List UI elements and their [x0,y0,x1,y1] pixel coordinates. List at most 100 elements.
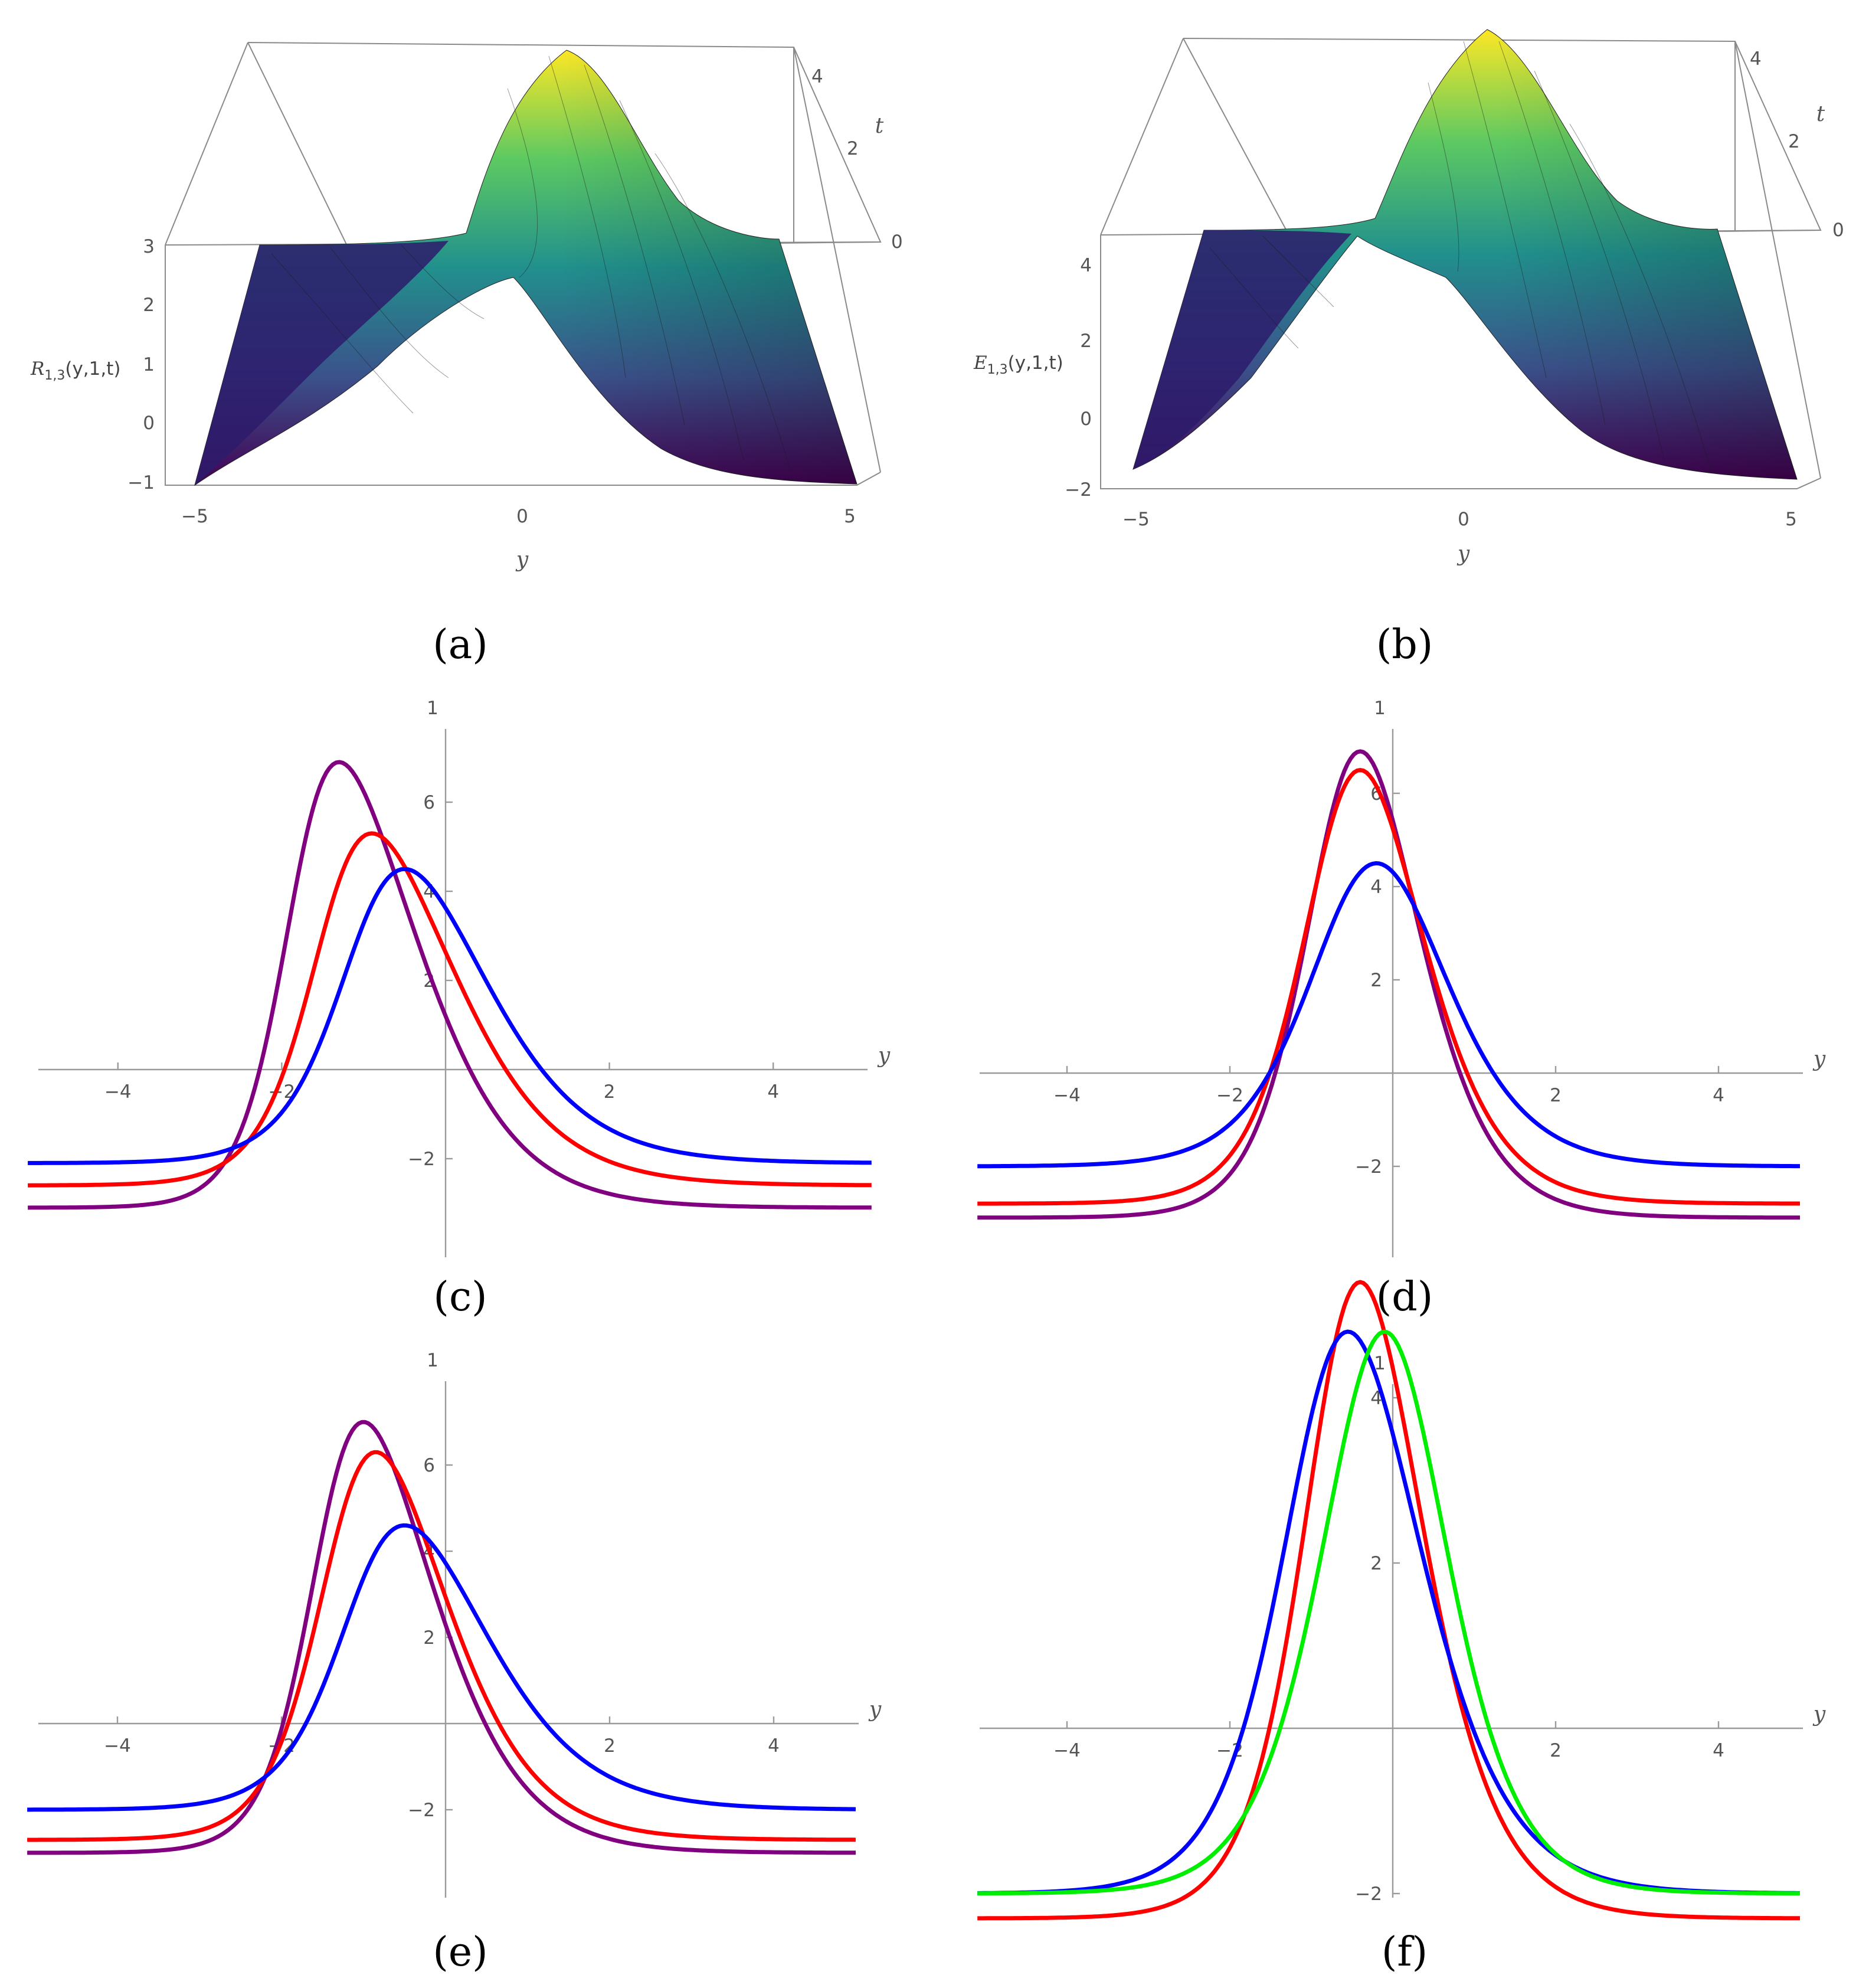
panel-c-xlabel: y [877,1044,891,1068]
panel-b-zlabel-main: E [973,352,987,374]
panel-b-ztick-3: 4 [1080,255,1092,276]
panel-d-ylabel: 1 [1374,698,1386,719]
panel-a-ytick-1: 2 [847,138,859,159]
panel-a-xtick-2: 5 [844,506,856,527]
panel-e-series-purple [27,1420,856,1855]
panel-e-xtick-0: −4 [104,1735,131,1757]
panel-e-caption: (e) [433,1929,487,1976]
panel-c-xtick-2: 2 [604,1081,616,1103]
panel-a-zlabel-main: R [30,358,44,380]
panel-a-ztick-0: −1 [127,472,155,493]
panel-b-zlabel-sub: 1,3 [987,362,1008,377]
panel-a-ztick-2: 1 [143,354,155,375]
panel-f-xtick-0: −4 [1053,1740,1081,1761]
panel-a-zlabel: R1,3(y,1,t) [30,358,120,383]
panel-f-caption: (f) [1382,1929,1428,1976]
panel-a-ytick-0: 0 [891,231,903,253]
panel-d-xlabel: y [1812,1047,1826,1071]
panel-b-xtick-1: 0 [1458,509,1469,530]
panel-f-ytick-0: −2 [1355,1884,1382,1905]
panel-f-series-green [977,1329,1800,1896]
panel-c-caption: (c) [433,1274,487,1320]
panel-a-ytick-2: 4 [811,66,823,87]
panel-b-z-ticks: −2 0 2 4 [1065,255,1092,501]
panel-a-xtick-1: 0 [516,506,528,527]
panel-a-mesh [271,55,791,473]
panel-a-surface-shade [195,50,857,485]
panel-e-ytick-0: −2 [408,1800,435,1821]
panel-d-caption: (d) [1376,1274,1433,1320]
panel-e-xlabel: y [868,1698,882,1722]
panel-a-ztick-4: 3 [143,236,155,257]
panel-a-zlabel-sub: 1,3 [44,368,65,383]
panel-f-series-blue [977,1329,1800,1895]
panel-a-zlabel-args: (y,1,t) [65,358,120,380]
panel-d-ytick-2: 4 [1370,877,1382,898]
panel-d-xtick-2: 2 [1550,1085,1562,1106]
panel-e-series-blue [27,1523,856,1812]
panel-a-box [165,42,882,486]
panel-c-ytick-0: −2 [408,1149,435,1170]
panel-b-xtick-0: −5 [1122,509,1150,530]
panel-b-mesh [1209,41,1712,473]
panel-f-series-red [977,1280,1801,1921]
panel-a-ztick-1: 0 [143,413,155,434]
panel-c-series-purple [28,760,872,1210]
panel-f-xtick-2: 2 [1550,1740,1562,1761]
panel-b: −5 0 5 y −2 0 2 4 E1,3(y,1,t) 0 2 4 t (b… [973,29,1844,668]
panel-b-caption: (b) [1376,622,1433,668]
panel-d-xtick-3: 4 [1713,1085,1724,1106]
panel-d-series-red [977,768,1800,1206]
panel-f-xtick-3: 4 [1713,1740,1724,1761]
panel-e-ytick-3: 6 [423,1455,435,1476]
panel-e-xtick-2: 2 [604,1735,616,1757]
panel-b-xtick-2: 5 [1785,509,1797,530]
panel-e-ylabel: 1 [427,1350,438,1371]
panel-b-ytick-1: 2 [1788,131,1800,152]
panel-c-series-blue [28,867,872,1165]
panel-c-ylabel: 1 [427,698,438,719]
panel-c-ytick-3: 6 [423,792,435,813]
panel-a-xtick-0: −5 [181,506,208,527]
panel-c-xtick-3: 4 [767,1081,779,1103]
panel-b-surface [1132,29,1798,480]
panel-e-xtick-3: 4 [768,1735,780,1757]
panel-b-ztick-0: −2 [1065,479,1092,501]
panel-b-xlabel: y [1456,542,1470,566]
panel-d-series-blue [977,861,1800,1169]
panel-a-xlabel: y [515,548,529,572]
panel-a-surface [194,50,857,486]
panel-f-ylabel: 1 [1374,1353,1386,1374]
panel-a: −5 0 5 y −1 0 1 2 3 R1,3(y,1,t) 0 2 4 t … [30,42,903,668]
panel-d-ytick-0: −2 [1355,1156,1382,1178]
panel-a-t-ticks: 0 2 4 [811,66,903,253]
panel-f-ytick-1: 2 [1370,1553,1382,1574]
panel-d-series-purple [977,749,1800,1220]
panel-b-ztick-1: 0 [1080,408,1092,430]
panel-b-x-ticks: −5 0 5 [1122,509,1797,530]
panel-b-surface-shade [1133,30,1797,479]
panel-c-series-red [28,831,872,1188]
panel-a-ztick-3: 2 [143,295,155,316]
panel-e-ytick-1: 2 [423,1627,435,1649]
panel-b-zlabel: E1,3(y,1,t) [973,352,1063,377]
panel-b-ytick-0: 0 [1832,220,1844,241]
panel-a-surface-dark-left [195,241,449,485]
panel-a-z-ticks: −1 0 1 2 3 [127,236,155,493]
panel-b-surface-dark-left [1133,230,1351,469]
panel-d-xtick-1: −2 [1216,1085,1243,1106]
panel-d-ytick-1: 2 [1370,970,1382,991]
panel-b-t-ticks: 0 2 4 [1750,48,1844,241]
panel-b-ytick-2: 4 [1750,48,1762,70]
panel-f-xlabel: y [1812,1702,1826,1727]
panel-e-series-red [27,1450,856,1842]
panel-a-ylabel: t [875,114,884,138]
panel-b-zlabel-args: (y,1,t) [1008,352,1063,374]
panel-b-ztick-2: 2 [1080,331,1092,352]
panel-d-xtick-0: −4 [1053,1085,1081,1106]
